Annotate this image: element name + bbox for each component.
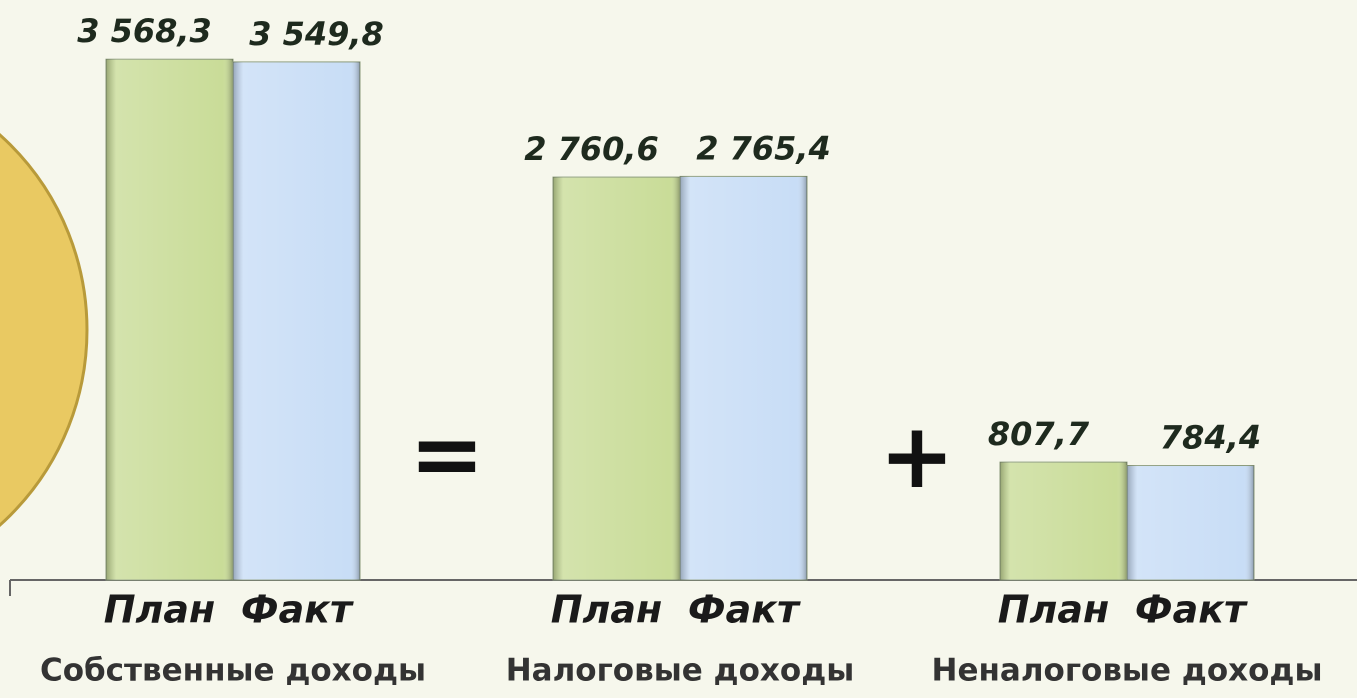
category-label: Налоговые доходы: [506, 653, 855, 689]
bar-bevel: [680, 176, 807, 581]
series-label: Факт: [241, 588, 354, 632]
series-label: План: [998, 588, 1110, 632]
category-label: Собственные доходы: [40, 653, 426, 689]
bar-bevel: [106, 59, 233, 581]
bar-bevel: [1000, 462, 1127, 580]
value-label: 807,7: [988, 415, 1090, 453]
series-label: План: [551, 588, 663, 632]
series-label: План: [104, 588, 216, 632]
bar-bevel: [553, 177, 680, 580]
value-label: 3 568,3: [77, 12, 212, 50]
bar-bevel: [233, 61, 360, 580]
series-label: Факт: [688, 588, 801, 632]
equals-sign: =: [409, 402, 484, 507]
value-label: 2 760,6: [524, 130, 659, 168]
value-label: 2 765,4: [696, 129, 831, 167]
value-label: 784,4: [1160, 419, 1261, 457]
plus-sign: +: [879, 404, 954, 509]
category-label: Неналоговые доходы: [932, 653, 1323, 689]
decor-circle: [0, 133, 89, 527]
bar-bevel: [1127, 465, 1254, 580]
series-label: Факт: [1135, 588, 1248, 632]
value-label: 3 549,8: [249, 15, 384, 53]
